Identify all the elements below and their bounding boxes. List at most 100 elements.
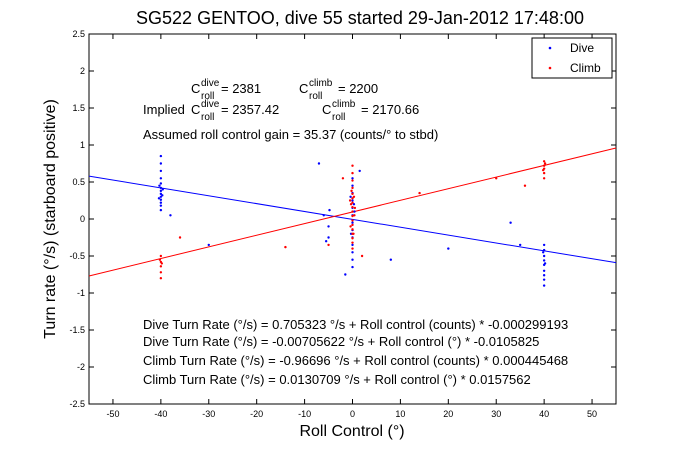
- c-dive-sup: dive: [201, 78, 220, 89]
- point-dive: [542, 254, 546, 258]
- point-dive: [351, 265, 354, 269]
- point-dive: [159, 182, 163, 185]
- point-dive: [349, 195, 352, 198]
- point-climb: [351, 197, 354, 200]
- point-climb: [284, 245, 287, 249]
- point-dive: [328, 208, 331, 212]
- y-tick-label: -2.5: [69, 399, 85, 409]
- point-climb: [351, 186, 354, 190]
- point-dive: [542, 259, 546, 262]
- fit-equation-2: Dive Turn Rate (°/s) = -0.00705622 °/s +…: [143, 334, 539, 349]
- y-tick-label: 2: [80, 66, 85, 76]
- roll-gain-annotation: Assumed roll control gain = 35.37 (count…: [143, 127, 438, 142]
- point-dive: [159, 204, 163, 207]
- point-dive: [351, 184, 354, 187]
- point-dive: [509, 221, 512, 224]
- point-dive: [541, 251, 545, 254]
- implied-climb-sup: climb: [332, 99, 356, 110]
- point-dive: [351, 243, 354, 247]
- point-dive: [159, 154, 163, 158]
- x-tick-label: 40: [539, 409, 549, 419]
- point-climb: [341, 177, 345, 180]
- y-tick-label: 1: [80, 140, 85, 150]
- y-tick-label: -0.5: [69, 251, 85, 261]
- point-dive: [518, 243, 522, 247]
- point-dive: [159, 201, 163, 204]
- implied-dive-value: = 2357.42: [221, 102, 279, 117]
- point-dive: [327, 236, 330, 239]
- c-climb-symbol: C: [299, 81, 308, 96]
- point-climb: [418, 191, 421, 195]
- point-dive: [159, 169, 163, 173]
- legend-marker-climb: [548, 66, 552, 70]
- point-dive: [158, 184, 161, 187]
- point-climb: [159, 277, 163, 280]
- point-dive: [161, 188, 164, 191]
- x-axis: -50 -40 -30 -20 -10 0 10 20 30 40 50: [106, 34, 597, 419]
- point-dive: [327, 225, 330, 228]
- point-dive: [447, 247, 450, 250]
- point-climb: [542, 164, 546, 167]
- c-dive-sub: roll: [201, 91, 214, 102]
- point-dive: [159, 208, 163, 212]
- c-climb-sup: climb: [309, 78, 333, 89]
- fit-equation-4: Climb Turn Rate (°/s) = 0.0130709 °/s + …: [143, 372, 531, 387]
- x-tick-label: -40: [154, 409, 167, 419]
- point-climb: [348, 199, 352, 202]
- y-axis: -2.5 -2 -1.5 -1 -0.5 0 0.5 1 1.5 2 2.5: [69, 29, 616, 409]
- point-dive: [159, 162, 163, 165]
- point-climb: [351, 219, 354, 222]
- x-tick-label: -10: [298, 409, 311, 419]
- point-climb: [541, 168, 545, 172]
- x-tick-label: -30: [202, 409, 215, 419]
- data-points: [157, 154, 547, 287]
- point-climb: [351, 179, 354, 182]
- point-climb: [542, 160, 546, 163]
- point-dive: [159, 192, 163, 196]
- point-dive: [351, 177, 354, 180]
- legend: Dive Climb: [531, 37, 613, 79]
- point-dive: [159, 198, 163, 201]
- point-climb: [351, 171, 354, 175]
- point-dive: [159, 195, 163, 198]
- point-dive: [344, 273, 347, 276]
- implied-climb-sub: roll: [332, 112, 345, 123]
- point-climb: [160, 262, 164, 265]
- implied-climb-symbol: C: [322, 102, 331, 117]
- legend-marker-dive: [548, 46, 552, 50]
- point-climb: [159, 271, 163, 274]
- y-tick-label: 2.5: [72, 29, 85, 39]
- point-dive: [324, 240, 328, 243]
- point-climb: [351, 201, 354, 204]
- fit-equation-3: Climb Turn Rate (°/s) = -0.96696 °/s + R…: [143, 353, 568, 368]
- point-climb: [353, 206, 357, 210]
- point-dive: [542, 278, 546, 281]
- point-dive: [351, 258, 354, 261]
- annotations: C dive roll = 2381 C climb roll = 2200 I…: [143, 78, 568, 387]
- point-climb: [159, 265, 163, 268]
- y-tick-label: 0.5: [72, 177, 85, 187]
- point-dive: [352, 203, 356, 206]
- point-climb: [542, 177, 546, 180]
- x-tick-label: -50: [106, 409, 119, 419]
- point-climb: [542, 171, 546, 175]
- x-tick-label: 20: [443, 409, 453, 419]
- point-climb: [349, 203, 353, 206]
- point-climb: [351, 164, 354, 167]
- legend-label-climb: Climb: [570, 61, 601, 75]
- y-tick-label: -1: [77, 288, 85, 298]
- point-climb: [351, 210, 354, 213]
- point-dive: [169, 214, 172, 217]
- point-dive: [161, 194, 164, 197]
- implied-dive-sub: roll: [201, 112, 214, 123]
- implied-prefix: Implied: [143, 102, 185, 117]
- y-axis-label: Turn rate (°/s) (starboard positive): [42, 99, 59, 339]
- point-dive: [353, 210, 356, 213]
- point-dive: [542, 284, 546, 287]
- point-dive: [159, 177, 163, 180]
- x-tick-label: 50: [587, 409, 597, 419]
- point-dive: [389, 258, 393, 261]
- point-dive: [159, 186, 163, 190]
- legend-box: [531, 37, 613, 79]
